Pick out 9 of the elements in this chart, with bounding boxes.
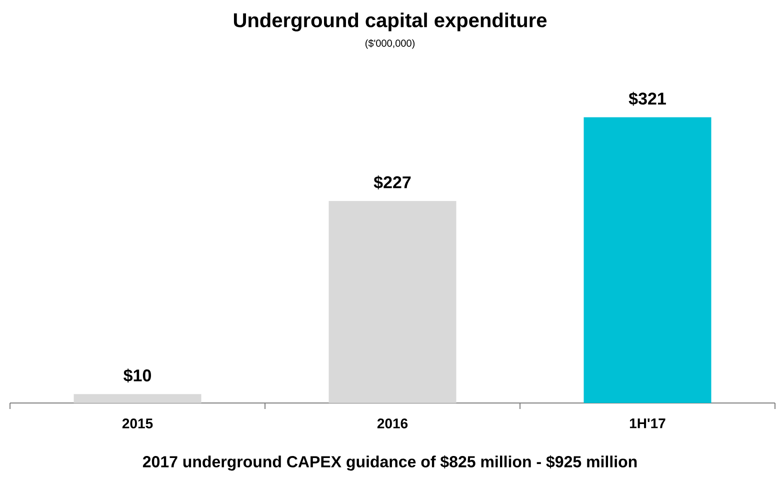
chart-title: Underground capital expenditure <box>234 12 547 32</box>
text: 2017 underground CAPEX guidance of $825 million - $925 million <box>142 455 637 471</box>
data-label: $10 <box>124 368 151 383</box>
data-label: $227 <box>374 176 411 190</box>
chart-subtitle: ($'000,000) <box>365 39 415 49</box>
x-tick-label: 1H'17 <box>630 418 666 428</box>
data-label: $321 <box>628 92 666 106</box>
x-tick-label: 2015 <box>122 418 153 428</box>
x-tick-label: 2016 <box>377 418 408 428</box>
